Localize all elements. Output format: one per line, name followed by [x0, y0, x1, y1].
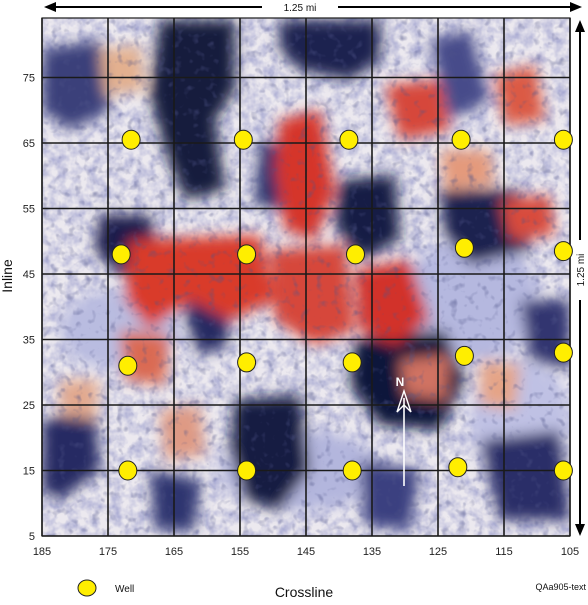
top-scale-bar: 1.25 mi	[44, 2, 582, 14]
plot-frame	[41, 17, 571, 537]
well-marker	[553, 241, 573, 262]
figure-code: QAa905-text	[535, 582, 586, 592]
well-marker	[448, 457, 468, 478]
well-marker	[454, 237, 474, 258]
well-marker	[233, 129, 253, 150]
well-marker	[339, 129, 359, 150]
well-marker	[553, 460, 573, 481]
well-marker	[237, 352, 257, 373]
y-tick-label: 75	[23, 73, 35, 85]
inline-tick-labels: 75 65 55 45 35 25 15 5	[23, 73, 35, 544]
x-tick-label: 145	[297, 546, 315, 558]
x-tick-label: 105	[561, 546, 579, 558]
well-marker	[111, 244, 131, 265]
y-tick-label: 15	[23, 466, 35, 478]
well-marker	[118, 355, 138, 376]
x-tick-label: 165	[165, 546, 183, 558]
y-tick-label: 35	[23, 335, 35, 347]
well-marker	[454, 345, 474, 366]
legend-well-symbol	[77, 579, 97, 597]
well-markers	[111, 129, 573, 481]
x-tick-label: 155	[231, 546, 249, 558]
y-tick-label: 45	[23, 269, 35, 281]
x-tick-label: 115	[495, 546, 513, 558]
north-arrow: N	[396, 375, 412, 486]
well-marker	[346, 244, 365, 265]
crossline-tick-labels: 185 175 165 155 145 135 125 115 105	[33, 546, 579, 558]
right-scale-bar: 1.25 mi	[575, 20, 587, 536]
well-marker	[342, 352, 362, 373]
y-tick-label: 65	[23, 138, 35, 150]
top-scale-label: 1.25 mi	[284, 3, 317, 14]
x-tick-label: 125	[429, 546, 447, 558]
well-marker	[237, 460, 257, 481]
y-tick-label: 55	[23, 204, 35, 216]
x-tick-label: 135	[363, 546, 381, 558]
well-marker	[553, 129, 573, 150]
x-axis-title: Crossline	[275, 584, 334, 600]
well-marker	[342, 460, 362, 481]
x-tick-label: 175	[99, 546, 117, 558]
legend-well-label: Well	[115, 584, 134, 595]
well-marker	[553, 342, 573, 363]
legend: Well	[77, 579, 134, 597]
well-marker	[118, 460, 138, 481]
north-label: N	[396, 375, 405, 389]
right-scale-label: 1.25 mi	[576, 254, 587, 287]
x-tick-label: 185	[33, 546, 51, 558]
well-marker	[121, 129, 141, 150]
y-tick-label: 5	[29, 531, 35, 543]
y-axis-title: Inline	[0, 259, 15, 293]
y-tick-label: 25	[23, 400, 35, 412]
well-marker	[237, 244, 257, 265]
well-marker	[451, 129, 471, 150]
